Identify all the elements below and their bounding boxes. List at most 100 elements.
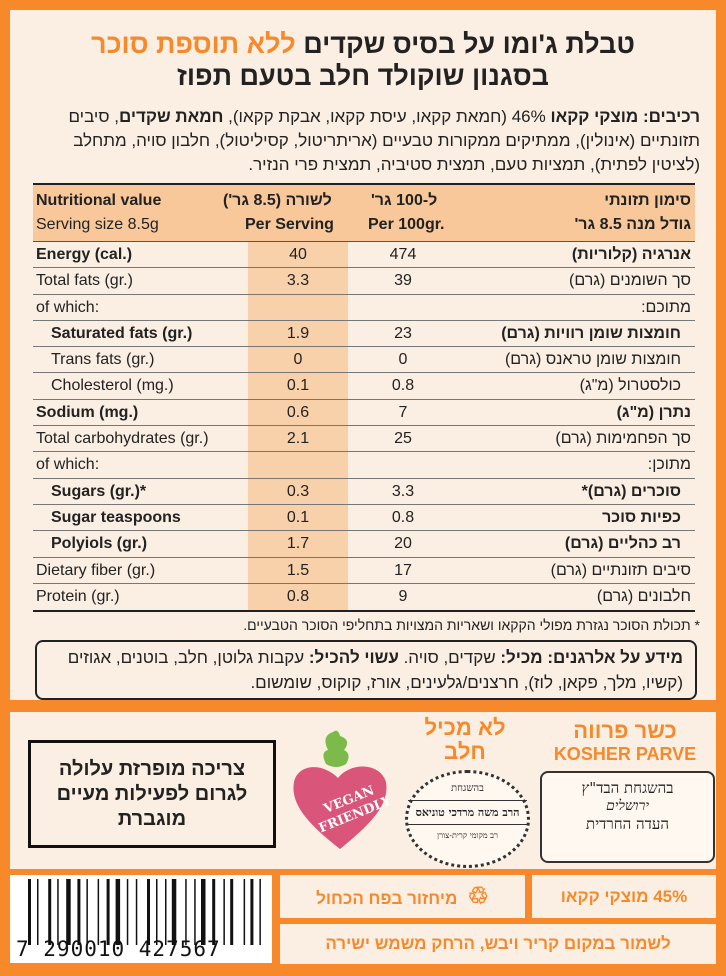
ingredients-text: 46% (חמאת קקאו, עיסת קקאו, אבקת קקאו), (223, 107, 551, 126)
value-per-serving: 1.9 (286, 324, 310, 342)
nutrient-he: נתרן (מ"ג) (616, 403, 691, 421)
allergen-contains: שקדים, סויה. (398, 648, 501, 667)
nutrition-panel: טבלת ג'ומו על בסיס שקדים ללא תוספת סוכר … (10, 10, 716, 700)
value-per-serving: 3.3 (286, 272, 310, 290)
barcode-bar (135, 879, 138, 945)
table-row: Sodium (mg.) 0.6 7 נתרן (מ"ג) (33, 400, 695, 427)
barcode-bar (243, 879, 246, 945)
per-serving-highlight (248, 242, 348, 611)
header-he-serving: גודל מנה 8.5 גר' (574, 216, 691, 233)
recycle-box: ♲ מיחזור בפח הכחול (280, 875, 525, 918)
ingredients-label: רכיבים: מוצקי קקאו (550, 107, 700, 126)
product-title: טבלת ג'ומו על בסיס שקדים ללא תוספת סוכר … (10, 28, 716, 92)
nutrient-en: Total carbohydrates (gr.) (36, 430, 209, 448)
stamp-top: בהשגחת (451, 783, 484, 794)
no-dairy-line2: חלב (444, 739, 486, 764)
barcode-bar (185, 879, 187, 945)
value-per-100g: 9 (398, 587, 408, 605)
value-per-serving: 0.1 (286, 508, 310, 526)
ingredients: רכיבים: מוצקי קקאו 46% (חמאת קקאו, עיסת … (34, 105, 700, 177)
storage-instructions: לשמור במקום קריר ויבש, הרחק משמש ישירה (280, 924, 716, 964)
value-per-100g: 17 (394, 561, 412, 579)
table-row: Trans fats (gr.) 0 0 חומצות שומן טראנס (גרם… (33, 347, 695, 374)
badatz-line1: בהשגחת הבד"ץ (581, 779, 674, 797)
barcode-bar (28, 879, 31, 945)
table-row: of which: מתוכם: (33, 295, 695, 321)
laxative-warning: צריכה מופרזת עלולה לגרום לפעילות מעיים מ… (28, 740, 276, 848)
nutrient-he: מתוכן: (647, 456, 691, 474)
nutrient-he: סוכרים (גרם)* (581, 482, 681, 500)
nutrient-he: סך הפחמימות (גרם) (555, 430, 691, 448)
table-row: Saturated fats (gr.) 1.9 23 חומצות שומן רוו… (33, 321, 695, 348)
badatz-stamp: בהשגחת הבד"ץ ירושלים העדה החרדית (540, 771, 715, 863)
value-per-100g: 25 (394, 430, 412, 448)
title-main: טבלת ג'ומו על בסיס שקדים (303, 29, 635, 59)
no-dairy-label: לא מכיל חלב (405, 716, 525, 764)
title-highlight: ללא תוספת סוכר (91, 29, 296, 59)
badatz-line2: ירושלים (606, 798, 649, 814)
value-per-serving: 1.5 (286, 561, 310, 579)
nutrition-table: Nutritional value Serving size 8.5g לשור… (33, 183, 695, 613)
value-per-100g: 20 (394, 535, 412, 553)
barcode-bar (230, 879, 234, 945)
header-100-he: ל-100 גר' (371, 192, 438, 209)
stamp-bottom: רב מקומי קרית-צורן (437, 831, 498, 840)
value-per-100g: 474 (389, 246, 417, 263)
barcode-number: 7 290010 427567 (16, 937, 221, 961)
ingredients-bold: חמאת שקדים (118, 107, 224, 126)
nutrient-he: סך השומנים (גרם) (569, 272, 691, 290)
barcode-bar (106, 879, 110, 945)
kosher-parve-en: KOSHER PARVE (553, 744, 697, 764)
sugar-footnote: * תכולת הסוכר נגזרת מפולי הקקאו ושאריות … (243, 617, 700, 633)
nutrient-en: Sodium (mg.) (36, 403, 139, 421)
value-per-serving: 2.1 (286, 430, 310, 448)
nutrient-en: Polyiols (gr.) (51, 535, 148, 553)
header-serving-en: Per Serving (245, 216, 334, 233)
nutrient-en: Trans fats (gr.) (51, 351, 155, 369)
barcode-bar (194, 879, 196, 945)
allergen-may-label: עשוי להכיל: (308, 648, 399, 667)
nutrient-en: Cholesterol (mg.) (51, 377, 174, 395)
barcode-bar (156, 879, 158, 945)
barcode-bar (115, 879, 121, 945)
kosher-parve-he: כשר פרווה (573, 718, 677, 743)
value-per-100g: 39 (394, 272, 412, 290)
value-per-serving: 0.3 (286, 482, 310, 500)
nutrient-en: of which: (36, 456, 100, 474)
nutrient-he: מתוכם: (641, 298, 691, 316)
header-en-title: Nutritional value (36, 192, 162, 209)
nutrient-he: חומצות שומן רוויות (גרם) (501, 324, 681, 342)
table-row: Total carbohydrates (gr.) 2.1 25 סך הפחמימו… (33, 426, 695, 453)
nutrient-he: כפיות סוכר (602, 508, 681, 526)
no-dairy-line1: לא מכיל (424, 715, 506, 740)
value-per-serving: 0.6 (286, 403, 310, 421)
table-row: Sugars (gr.)* 0.3 3.3 סוכרים (גרם)* (33, 479, 695, 505)
table-header: Nutritional value Serving size 8.5g לשור… (33, 185, 695, 242)
recycle-text: מיחזור בפח הכחול (316, 889, 458, 908)
value-per-100g: 3.3 (391, 482, 415, 500)
barcode-bar (250, 879, 254, 945)
nutrient-he: חלבונים (גרם) (596, 587, 691, 605)
barcode-bar (212, 879, 216, 945)
vegan-heart-icon (293, 730, 387, 849)
table-row: Dietary fiber (gr.) 1.5 17 סיבים תזונתיים (… (33, 558, 695, 584)
barcode-bar (48, 879, 52, 945)
nutrient-he: אנרגיה (קלוריות) (571, 246, 691, 263)
nutrient-en: Total fats (gr.) (36, 272, 133, 290)
nutrient-he: חומצות שומן טראנס (גרם) (504, 351, 681, 369)
nutrient-he: כולסטרול (מ"ג) (579, 377, 681, 395)
value-per-100g: 0 (398, 351, 408, 369)
allergen-label: מידע על אלרגנים: מכיל: (500, 648, 683, 667)
value-per-100g: 23 (394, 324, 412, 342)
barcode-bar (223, 879, 225, 945)
table-row: Total fats (gr.) 3.3 39 סך השומנים (גרם) (33, 268, 695, 295)
barcode-bar (86, 879, 88, 945)
header-he-title: סימון תזונתי (604, 192, 691, 209)
rabbi-stamp: בהשגחת הרב משה מרדכי טוניאס רב מקומי קרי… (405, 770, 530, 868)
allergen-box: מידע על אלרגנים: מכיל: שקדים, סויה. עשוי… (35, 640, 697, 700)
header-100-en: Per 100gr. (368, 216, 445, 233)
nutrient-en: of which: (36, 298, 100, 316)
table-row: of which: מתוכן: (33, 452, 695, 479)
nutrient-en: Dietary fiber (gr.) (36, 561, 156, 579)
cocoa-percent-box: 45% מוצקי קקאו (532, 875, 716, 918)
